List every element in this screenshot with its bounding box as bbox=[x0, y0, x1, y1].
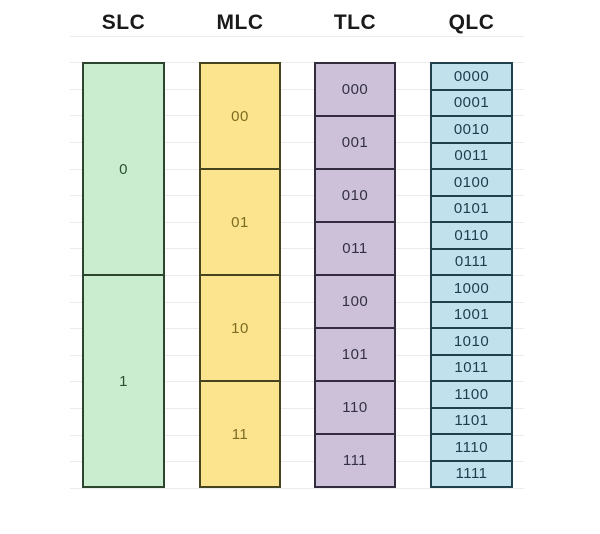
gridline bbox=[70, 328, 524, 330]
gridline bbox=[70, 248, 524, 250]
slc-cell-1: 1 bbox=[119, 372, 128, 390]
gridline bbox=[70, 88, 524, 90]
qlc-cell-0101: 0101 bbox=[432, 197, 511, 223]
gridline bbox=[70, 487, 524, 489]
qlc-cell-1000: 1000 bbox=[432, 276, 511, 303]
gridline bbox=[70, 115, 524, 117]
gridline bbox=[70, 381, 524, 383]
qlc-cell-1011: 1011 bbox=[432, 356, 511, 382]
qlc-cell-0111: 0111 bbox=[432, 250, 511, 276]
gridline bbox=[70, 62, 524, 64]
qlc-cell-1111: 1111 bbox=[455, 465, 488, 483]
gridline bbox=[70, 434, 524, 436]
mlc-column-bar: 00 01 10 11 bbox=[199, 62, 281, 488]
qlc-cell-0110: 0110 bbox=[432, 223, 511, 250]
gridline bbox=[70, 354, 524, 356]
gridline bbox=[70, 408, 524, 409]
gridline bbox=[70, 195, 524, 197]
mlc-cell-01: 01 bbox=[201, 170, 279, 276]
qlc-cell-0000: 0000 bbox=[432, 64, 511, 91]
tlc-cell-010: 010 bbox=[316, 170, 394, 223]
tlc-header: TLC bbox=[333, 11, 377, 34]
qlc-header: QLC bbox=[448, 11, 495, 34]
mlc-cell-00: 00 bbox=[201, 64, 279, 170]
tlc-column-bar: 000 001 010 011 100 101 110 111 bbox=[314, 62, 396, 488]
gridline bbox=[70, 301, 524, 303]
gridline bbox=[70, 461, 524, 463]
gridline bbox=[70, 275, 524, 276]
qlc-column-bar: 0000 0001 0010 0011 0100 0101 0110 0111 1000 1001… bbox=[430, 62, 513, 488]
tlc-cell-110: 110 bbox=[316, 382, 394, 435]
mlc-cell-10: 10 bbox=[201, 276, 279, 382]
tlc-cell-001: 001 bbox=[316, 117, 394, 170]
mlc-cell-11: 11 bbox=[231, 425, 249, 443]
tlc-cell-111: 111 bbox=[342, 452, 368, 469]
qlc-cell-1110: 1110 bbox=[432, 435, 511, 462]
tlc-cell-101: 101 bbox=[316, 329, 394, 382]
mlc-header: MLC bbox=[216, 11, 264, 34]
qlc-cell-1101: 1101 bbox=[432, 409, 511, 435]
qlc-cell-0001: 0001 bbox=[432, 91, 511, 117]
qlc-cell-1010: 1010 bbox=[432, 329, 511, 356]
qlc-cell-0100: 0100 bbox=[432, 170, 511, 197]
gridline bbox=[70, 221, 524, 223]
qlc-cell-1001: 1001 bbox=[432, 303, 511, 329]
qlc-cell-1100: 1100 bbox=[432, 382, 511, 409]
qlc-cell-0011: 0011 bbox=[432, 144, 511, 170]
gridline bbox=[70, 35, 524, 37]
qlc-cell-0010: 0010 bbox=[432, 117, 511, 144]
tlc-cell-100: 100 bbox=[316, 276, 394, 329]
slc-cell-0: 0 bbox=[84, 64, 163, 276]
tlc-cell-011: 011 bbox=[316, 223, 394, 276]
gridline bbox=[70, 142, 524, 143]
gridline bbox=[70, 168, 524, 170]
slc-header: SLC bbox=[101, 11, 146, 34]
tlc-cell-000: 000 bbox=[316, 64, 394, 117]
